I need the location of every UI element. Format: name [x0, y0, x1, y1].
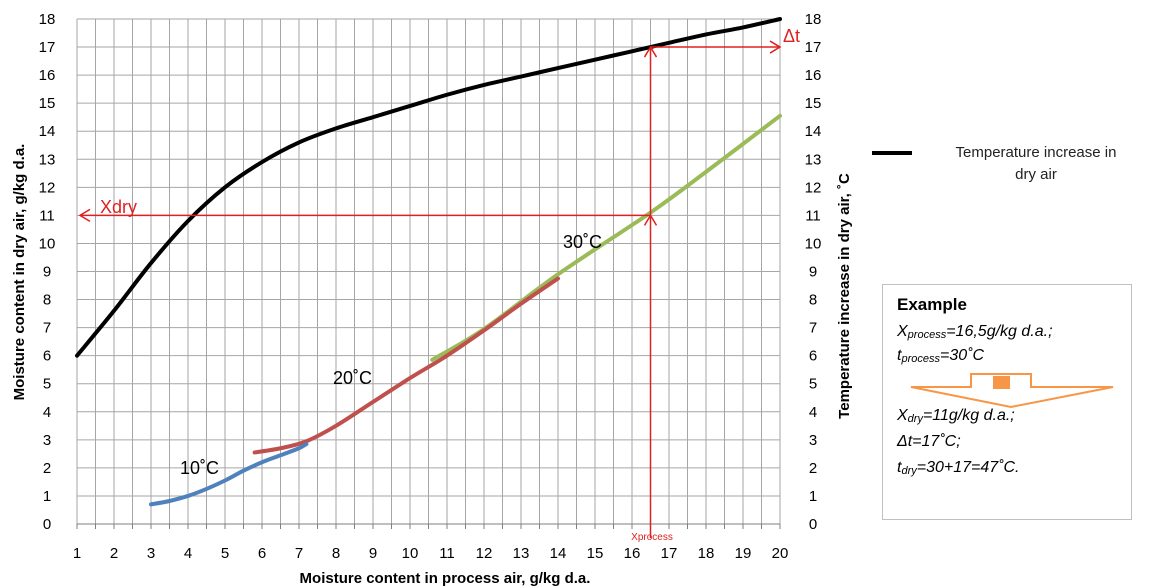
x-tick-label: 4	[184, 545, 192, 562]
example-line-xprocess: Xprocess=16,5g/kg d.a.;	[897, 323, 1053, 341]
x-tick-label: 1	[73, 545, 81, 562]
x-tick-label: 12	[476, 545, 493, 562]
x-axis-title: Moisture content in process air, g/kg d.…	[300, 570, 591, 587]
x-tick-label: 8	[332, 545, 340, 562]
y-axis-left-title: Moisture content in dry air, g/kg d.a.	[11, 144, 28, 401]
example-line-dt: Δt=17˚C;	[897, 433, 961, 450]
legend-label-line2: dry air	[1015, 166, 1057, 183]
y-right-tick-label: 4	[809, 404, 817, 421]
y-left-tick-label: 11	[39, 207, 55, 224]
legend: Temperature increase in dry air	[872, 140, 1150, 200]
x-tick-label: 5	[221, 545, 229, 562]
arrow-right-head-dt	[769, 40, 782, 54]
series-lines	[75, 17, 782, 507]
legend-label-line1: Temperature increase in	[955, 144, 1117, 161]
y-right-tick-label: 16	[805, 67, 822, 84]
delta-t-label: Δt	[783, 26, 800, 46]
x-tick-label: 6	[258, 545, 266, 562]
x-tick-label: 3	[147, 545, 155, 562]
y-left-tick-label: 9	[43, 264, 51, 281]
x-tick-label: 16	[624, 545, 641, 562]
y-right-tick-label: 15	[805, 95, 822, 112]
y-left-tick-label: 7	[43, 320, 51, 337]
x-tick-label: 19	[735, 545, 752, 562]
y-right-tick-label: 5	[809, 376, 817, 393]
y-left-tick-label: 16	[39, 67, 56, 84]
legend-swatch-black-line	[872, 151, 912, 155]
y-left-tick-label: 4	[43, 404, 51, 421]
x-tick-label: 13	[513, 545, 530, 562]
x-tick-label: 20	[772, 545, 789, 562]
x-tick-label: 14	[550, 545, 567, 562]
y-right-tick-label: 3	[809, 432, 817, 449]
y-left-tick-label: 13	[39, 151, 56, 168]
y-right-tick-label: 13	[805, 151, 822, 168]
y-left-tick-label: 14	[39, 123, 56, 140]
y-left-tick-label: 2	[43, 460, 51, 477]
xprocess-label: Xprocess	[631, 532, 673, 543]
x-tick-label: 17	[661, 545, 678, 562]
y-right-tick-label: 18	[805, 11, 822, 28]
y-right-tick-label: 8	[809, 292, 817, 309]
example-title: Example	[897, 295, 967, 314]
y-left-tick-label: 3	[43, 432, 51, 449]
x-tick-label: 18	[698, 545, 715, 562]
y-left-tick-label: 12	[39, 179, 56, 196]
down-arrow-icon	[910, 373, 1114, 409]
x-tick-label: 7	[295, 545, 303, 562]
y-right-tick-label: 6	[809, 348, 817, 365]
y-right-tick-label: 14	[805, 123, 822, 140]
arrow-left-head-xdry	[78, 208, 91, 223]
y-right-tick-label: 7	[809, 320, 817, 337]
x-tick-label: 2	[110, 545, 118, 562]
y-right-tick-label: 1	[809, 488, 817, 505]
annotations	[78, 40, 782, 538]
example-box: Example Xprocess=16,5g/kg d.a.; tprocess…	[882, 284, 1132, 520]
series-line-20c	[252, 276, 560, 455]
y-right-tick-label: 9	[809, 264, 817, 281]
legend-label: Temperature increase in dry air	[930, 142, 1142, 186]
grid	[76, 18, 781, 525]
y-left-tick-label: 15	[39, 95, 56, 112]
y-left-tick-label: 6	[43, 348, 51, 365]
series-label-20c: 20˚C	[333, 368, 372, 388]
x-tick-label: 11	[439, 545, 455, 562]
x-tick-label: 9	[369, 545, 377, 562]
y-left-tick-label: 10	[39, 235, 56, 252]
example-line-tdry: tdry=30+17=47˚C.	[897, 459, 1020, 477]
y-right-tick-label: 11	[805, 207, 821, 224]
x-tick-label: 15	[587, 545, 604, 562]
y-left-tick-label: 0	[43, 516, 51, 533]
y-right-tick-label: 10	[805, 235, 822, 252]
y-right-tick-label: 12	[805, 179, 822, 196]
y-left-tick-label: 5	[43, 376, 51, 393]
series-line-black-temperature	[75, 17, 782, 358]
y-left-tick-label: 8	[43, 292, 51, 309]
example-line-tprocess: tprocess=30˚C	[897, 347, 985, 365]
y-right-tick-label: 17	[805, 39, 822, 56]
series-line-10c	[149, 442, 309, 507]
xdry-label: Xdry	[100, 197, 137, 217]
y-left-tick-label: 1	[43, 488, 51, 505]
example-line-xdry: Xdry=11g/kg d.a.;	[897, 407, 1015, 425]
y-left-tick-label: 17	[39, 39, 56, 56]
y-left-tick-label: 18	[39, 11, 56, 28]
y-right-tick-label: 0	[809, 516, 817, 533]
series-label-10c: 10˚C	[180, 458, 219, 478]
x-tick-label: 10	[402, 545, 419, 562]
y-right-tick-label: 2	[809, 460, 817, 477]
y-axis-right-title: Temperature increase in dry air, ˚C	[836, 173, 853, 419]
x-axis-ticks: 1 2 3 4 5 6 7 8 9 10 11 12 13 14 15 16 17 18 19 20	[73, 524, 789, 562]
series-label-30c: 30˚C	[563, 232, 602, 252]
